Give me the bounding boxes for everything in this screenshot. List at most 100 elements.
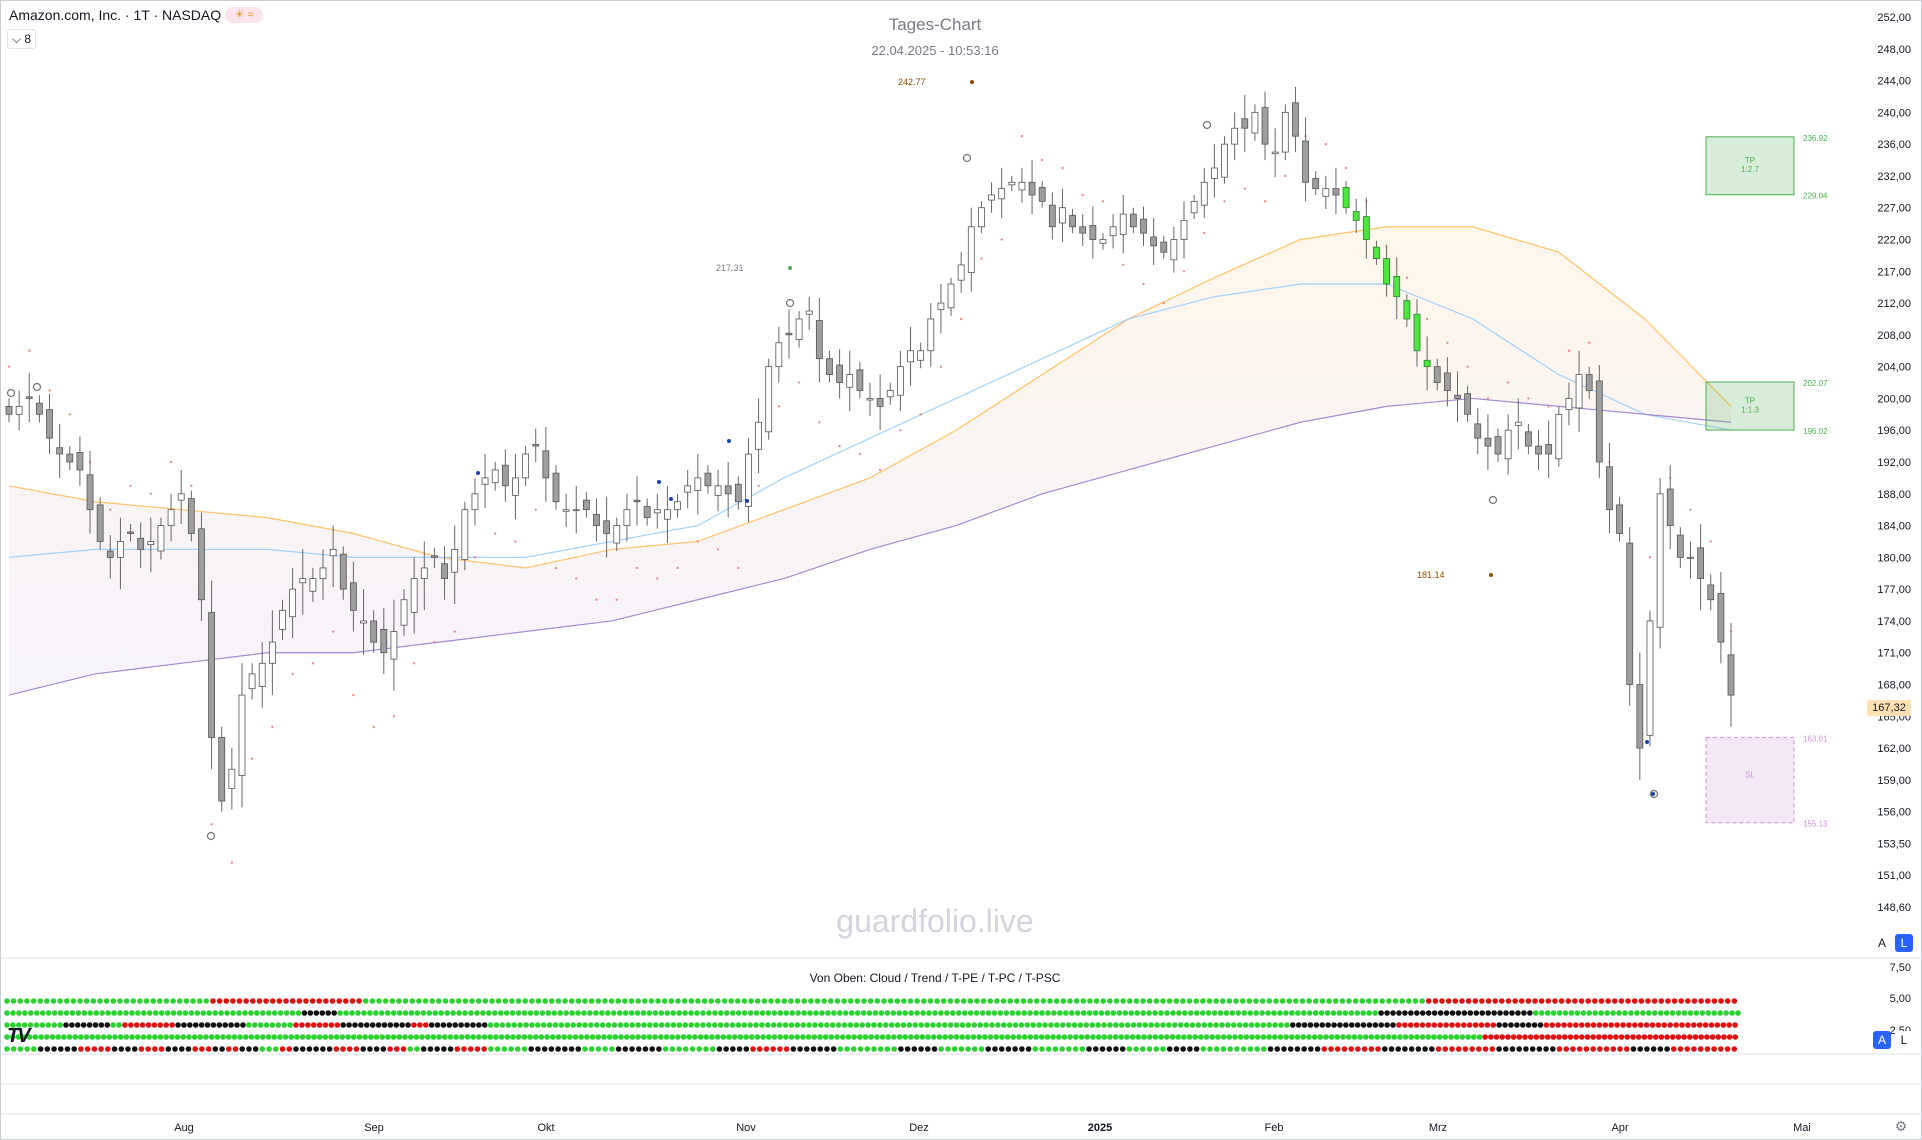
tradingview-logo[interactable]: TV: [7, 1025, 31, 1047]
indicator-dot-trend: [890, 1010, 897, 1016]
indicator-dot-t-pc: [436, 1034, 442, 1040]
indicator-dot-trend: [337, 1010, 343, 1016]
indicator-dot-trend: [1306, 1010, 1313, 1016]
price-axis: 252,00248,00244,00240,00236,00232,00227,…: [1877, 12, 1911, 914]
collapse-indicators-button[interactable]: ⌵ 8: [7, 29, 37, 49]
indicator-dot-trend: [1027, 1010, 1033, 1016]
indicator-dot-t-pe: [617, 1022, 624, 1028]
indicator-dot-trend: [664, 1010, 671, 1016]
tp-zone-lower-label: TP: [1745, 396, 1755, 405]
indicator-dot-t-psc: [703, 1046, 709, 1052]
indicator-dot-t-pc: [1061, 1034, 1068, 1040]
indicator-dot-trend: [1503, 1010, 1509, 1016]
psar-dot: [129, 484, 132, 488]
indicator-dot-cloud: [449, 998, 455, 1004]
indicator-auto-scale-button[interactable]: A: [1873, 1031, 1891, 1049]
candle-body: [714, 485, 722, 496]
indicator-dot-t-pc: [1505, 1034, 1511, 1040]
psar-dot: [149, 492, 153, 495]
indicator-dot-t-pc: [908, 1034, 914, 1040]
indicator-dot-trend: [1336, 1010, 1343, 1016]
indicator-dot-t-pc: [1323, 1034, 1329, 1040]
indicator-dot-trend: [1182, 1010, 1188, 1016]
indicator-dot-t-psc: [978, 1046, 985, 1052]
indicator-dot-cloud: [854, 998, 861, 1004]
candle-body: [25, 396, 33, 399]
indicator-dot-trend: [729, 1010, 736, 1016]
indicator-dot-t-pc: [1681, 1034, 1687, 1040]
candle-body: [167, 509, 175, 526]
indicator-dot-cloud: [1027, 998, 1033, 1004]
indicator-dot-t-pe: [688, 1022, 694, 1028]
indicator-dot-t-pe: [1036, 1022, 1042, 1028]
candle-body: [967, 226, 975, 273]
indicator-dot-cloud: [1107, 998, 1113, 1004]
indicator-dot-t-pe: [104, 1022, 111, 1028]
indicator-dot-t-psc: [1563, 1046, 1570, 1052]
indicator-dot-t-psc: [904, 1046, 911, 1052]
indicator-dot-t-pe: [1077, 1022, 1084, 1028]
indicator-dot-trend: [1122, 1010, 1129, 1016]
indicator-dot-t-pc: [965, 1034, 971, 1040]
signal-circle: [1202, 120, 1212, 130]
auto-scale-button[interactable]: A: [1873, 934, 1891, 952]
indicator-dot-t-pe: [269, 1022, 276, 1028]
signal-circle: [206, 831, 216, 841]
indicator-dot-t-psc: [891, 1046, 897, 1052]
indicator-status-icons[interactable]: ☀ ≈: [225, 7, 263, 23]
indicator-dot-trend: [759, 1010, 766, 1016]
indicator-dot-t-pc: [1459, 1034, 1466, 1040]
psar-dot: [1425, 317, 1429, 321]
candle-body: [896, 366, 904, 396]
indicator-dot-t-pe: [947, 1022, 954, 1028]
indicator-log-scale-button[interactable]: L: [1895, 1031, 1913, 1049]
indicator-dot-trend: [1491, 1010, 1497, 1016]
indicator-dot-t-pe: [711, 1022, 718, 1028]
indicator-dot-t-pe: [1413, 1022, 1420, 1028]
indicator-dot-t-pc: [1073, 1034, 1079, 1040]
indicator-dot-cloud: [1053, 998, 1060, 1004]
indicator-dot-trend: [384, 1010, 391, 1016]
indicator-dot-cloud: [940, 998, 947, 1004]
indicator-dot-trend: [967, 1010, 974, 1016]
log-scale-button[interactable]: L: [1895, 934, 1913, 952]
settings-gear-icon[interactable]: ⚙: [1894, 1118, 1908, 1134]
indicator-dot-t-pc: [834, 1034, 840, 1040]
indicator-dot-t-pc: [663, 1034, 670, 1040]
indicator-dot-t-pe: [806, 1022, 812, 1028]
indicator-dot-trend: [1354, 1010, 1361, 1016]
indicator-dot-trend: [1039, 1010, 1045, 1016]
indicator-dot-t-psc: [992, 1046, 998, 1052]
indicator-dot-trend: [1265, 1010, 1271, 1016]
indicator-dot-cloud: [210, 998, 216, 1004]
signal-dot: [745, 499, 749, 503]
indicator-dot-cloud: [1724, 998, 1731, 1004]
candle-body: [177, 493, 185, 501]
indicator-dot-trend: [1015, 1010, 1022, 1016]
indicator-dot-trend: [1628, 1010, 1634, 1016]
indicator-dot-t-pc: [1664, 1034, 1670, 1040]
indicator-dot-t-pc: [891, 1034, 897, 1040]
stop-zone: [1705, 736, 1795, 824]
psar-dot: [1000, 238, 1003, 241]
indicator-dot-t-pc: [754, 1034, 761, 1040]
psar-dot: [959, 317, 963, 321]
symbol-title[interactable]: Amazon.com, Inc. · 1T · NASDAQ: [9, 7, 222, 23]
psar-dot: [716, 548, 720, 551]
indicator-dot-trend: [1003, 1010, 1010, 1016]
indicator-dot-t-pc: [1539, 1034, 1545, 1040]
indicator-dot-t-pc: [1090, 1034, 1096, 1040]
indicator-dot-t-pc: [1237, 1034, 1244, 1040]
indicator-dot-trend: [1586, 1010, 1593, 1016]
indicator-dot-cloud: [1014, 998, 1020, 1004]
indicator-dot-t-pe: [228, 1022, 234, 1028]
indicator-dot-cloud: [1598, 998, 1605, 1004]
indicator-dot-cloud: [1658, 998, 1665, 1004]
psar-dot: [534, 508, 537, 511]
candle-body: [390, 631, 398, 660]
candle-body: [522, 453, 529, 479]
indicator-dot-trend: [997, 1010, 1004, 1016]
indicator-dot-t-pe: [723, 1022, 730, 1028]
indicator-dot-t-pc: [822, 1034, 829, 1040]
